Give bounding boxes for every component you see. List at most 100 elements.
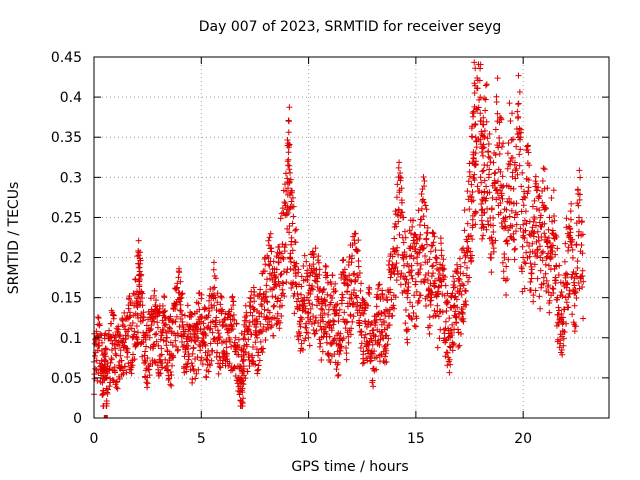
data-point [279, 279, 286, 286]
data-point [464, 238, 471, 245]
data-point [136, 278, 143, 285]
data-point [516, 151, 523, 158]
data-points [91, 59, 587, 418]
data-point [578, 218, 585, 225]
data-point [265, 254, 272, 261]
data-point [351, 287, 358, 294]
data-point [263, 298, 270, 305]
data-point [508, 136, 515, 143]
data-point [103, 400, 110, 407]
data-point [471, 59, 478, 66]
data-point [98, 347, 105, 354]
data-point [143, 343, 150, 350]
data-point [285, 149, 292, 156]
data-point [464, 249, 471, 256]
data-point [417, 262, 424, 269]
data-point [277, 271, 284, 278]
data-point [433, 255, 440, 262]
data-point [431, 277, 438, 284]
data-point [154, 324, 161, 331]
data-point [169, 342, 176, 349]
data-point [163, 334, 170, 341]
data-point [159, 317, 166, 324]
data-point [143, 379, 150, 386]
data-point [129, 320, 136, 327]
data-point [319, 348, 326, 355]
data-point [477, 65, 484, 72]
data-point [437, 235, 444, 242]
data-point [110, 377, 117, 384]
data-point [562, 240, 569, 247]
data-point [382, 333, 389, 340]
data-point [509, 154, 516, 161]
data-point [567, 216, 574, 223]
data-point [413, 288, 420, 295]
data-point [486, 130, 493, 137]
data-point [416, 235, 423, 242]
data-point [446, 315, 453, 322]
data-point [413, 233, 420, 240]
data-point [505, 139, 512, 146]
data-point [115, 326, 122, 333]
data-point [495, 178, 502, 185]
data-point [453, 268, 460, 275]
data-point [158, 351, 165, 358]
data-point [471, 171, 478, 178]
data-point [490, 214, 497, 221]
data-point [421, 222, 428, 229]
data-point [173, 299, 180, 306]
data-point [419, 186, 426, 193]
data-point [258, 310, 265, 317]
data-point [579, 231, 586, 238]
data-point [262, 337, 269, 344]
data-point [574, 265, 581, 272]
data-point [223, 344, 230, 351]
data-point [348, 295, 355, 302]
data-point [491, 170, 498, 177]
data-point [451, 284, 458, 291]
data-point [275, 259, 282, 266]
data-point [296, 301, 303, 308]
data-point [515, 100, 522, 107]
data-point [189, 376, 196, 383]
data-point [579, 272, 586, 279]
data-point [121, 309, 128, 316]
data-point [574, 200, 581, 207]
data-point [161, 308, 168, 315]
data-point [434, 302, 441, 309]
data-point [350, 300, 357, 307]
data-point [446, 343, 453, 350]
data-point [169, 362, 176, 369]
data-point [387, 274, 394, 281]
data-point [167, 369, 174, 376]
data-point [548, 243, 555, 250]
data-point [482, 96, 489, 103]
data-point [518, 126, 525, 133]
data-point [479, 152, 486, 159]
data-point [329, 295, 336, 302]
data-point [290, 213, 297, 220]
data-point [297, 332, 304, 339]
data-point [488, 269, 495, 276]
data-point [489, 194, 496, 201]
data-point [126, 293, 133, 300]
data-point [520, 193, 527, 200]
data-point [480, 167, 487, 174]
data-point [539, 178, 546, 185]
data-point [537, 254, 544, 261]
data-point [421, 183, 428, 190]
data-point [203, 356, 210, 363]
data-point [116, 333, 123, 340]
data-point [273, 321, 280, 328]
data-point [169, 319, 176, 326]
data-point [295, 295, 302, 302]
data-point [481, 127, 488, 134]
data-point [521, 285, 528, 292]
data-point [433, 259, 440, 266]
data-point [503, 206, 510, 213]
data-point [355, 257, 362, 264]
data-point [569, 311, 576, 318]
data-point [573, 294, 580, 301]
data-point [353, 294, 360, 301]
data-point [482, 82, 489, 89]
